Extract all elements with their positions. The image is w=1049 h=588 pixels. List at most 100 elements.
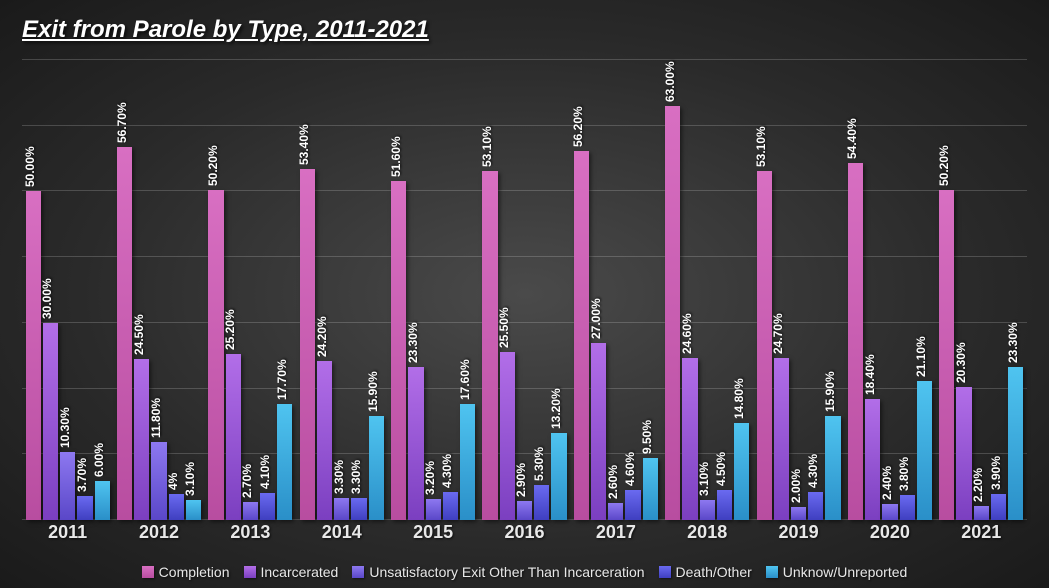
bar-value-label: 4.60% (623, 452, 637, 486)
bar-value-label: 56.20% (571, 106, 585, 147)
bar-value-label: 56.70% (115, 103, 129, 144)
bar-value-label: 23.30% (1006, 322, 1020, 363)
bar: 3.80% (900, 495, 915, 520)
bar-value-label: 18.40% (863, 354, 877, 395)
bar: 3.70% (77, 496, 92, 520)
bar-value-label: 4.50% (714, 452, 728, 486)
x-axis-label: 2016 (479, 522, 570, 550)
bar: 3.30% (351, 498, 366, 520)
bar: 2.60% (608, 503, 623, 520)
bar: 24.20% (317, 361, 332, 520)
bar-value-label: 4.30% (440, 454, 454, 488)
bar-value-label: 3.30% (332, 460, 346, 494)
x-axis-label: 2019 (753, 522, 844, 550)
bar-value-label: 13.20% (549, 389, 563, 430)
x-axis-label: 2011 (22, 522, 113, 550)
bar-value-label: 17.60% (458, 360, 472, 401)
legend-label: Unsatisfactory Exit Other Than Incarcera… (369, 564, 644, 580)
bar: 53.40% (300, 169, 315, 520)
legend-swatch (659, 566, 671, 578)
bar-value-label: 14.80% (732, 378, 746, 419)
bar: 25.50% (500, 352, 515, 520)
bar-value-label: 50.00% (23, 147, 37, 188)
bar-value-label: 2.90% (514, 463, 528, 497)
bar-value-label: 4.10% (258, 455, 272, 489)
legend-item: Unsatisfactory Exit Other Than Incarcera… (352, 564, 644, 580)
bar: 13.20% (551, 433, 566, 520)
x-axis-label: 2017 (570, 522, 661, 550)
x-axis-label: 2013 (205, 522, 296, 550)
bar: 9.50% (643, 458, 658, 520)
legend-label: Death/Other (676, 564, 752, 580)
bar-value-label: 11.80% (149, 398, 163, 438)
bar: 3.10% (700, 500, 715, 520)
bar-value-label: 50.20% (937, 145, 951, 186)
bar-value-label: 3.20% (423, 461, 437, 495)
legend-item: Completion (142, 564, 230, 580)
bar-value-label: 54.40% (845, 118, 859, 159)
bar-value-label: 6.00% (92, 443, 106, 477)
bar-value-label: 9.50% (640, 420, 654, 454)
bar: 2.70% (243, 502, 258, 520)
bar: 21.10% (917, 381, 932, 520)
bar: 27.00% (591, 343, 606, 520)
bar: 24.50% (134, 359, 149, 520)
bar: 53.10% (757, 171, 772, 520)
bar-value-label: 53.10% (480, 126, 494, 167)
bar-value-label: 15.90% (823, 371, 837, 412)
x-axis-label: 2012 (113, 522, 204, 550)
bar: 50.00% (26, 191, 41, 520)
bar: 6.00% (95, 481, 110, 520)
bar: 53.10% (482, 171, 497, 520)
bar-value-label: 3.10% (697, 462, 711, 496)
bar: 24.70% (774, 358, 789, 520)
bar: 3.20% (426, 499, 441, 520)
legend-swatch (766, 566, 778, 578)
chart-x-axis: 2011201220132014201520162017201820192020… (22, 522, 1027, 550)
legend-label: Completion (159, 564, 230, 580)
legend-swatch (142, 566, 154, 578)
bar: 2.40% (882, 504, 897, 520)
bar: 11.80% (151, 442, 166, 520)
bar: 17.70% (277, 404, 292, 520)
bar-value-label: 4.30% (806, 454, 820, 488)
bar-value-label: 15.90% (366, 371, 380, 412)
bar-value-label: 4% (166, 472, 180, 489)
x-axis-label: 2021 (936, 522, 1027, 550)
bar: 4.10% (260, 493, 275, 520)
legend-item: Incarcerated (244, 564, 339, 580)
bar-group: 50.20%20.30%2.20%3.90%23.30% (936, 60, 1027, 520)
bar: 3.90% (991, 494, 1006, 520)
bar-group: 56.70%24.50%11.80%4%3.10% (113, 60, 204, 520)
bar: 51.60% (391, 181, 406, 520)
bar-value-label: 20.30% (954, 342, 968, 383)
bar-value-label: 10.30% (58, 408, 72, 449)
bar-value-label: 51.60% (389, 136, 403, 177)
bar-group: 56.20%27.00%2.60%4.60%9.50% (570, 60, 661, 520)
legend-label: Incarcerated (261, 564, 339, 580)
legend-swatch (244, 566, 256, 578)
chart-title: Exit from Parole by Type, 2011-2021 (22, 16, 429, 44)
bar: 50.20% (208, 190, 223, 520)
bar: 4.50% (717, 490, 732, 520)
bar: 3.10% (186, 500, 201, 520)
x-axis-label: 2015 (387, 522, 478, 550)
bar: 4% (169, 494, 184, 520)
bar-value-label: 3.10% (183, 462, 197, 496)
bar-value-label: 2.00% (789, 469, 803, 503)
bar: 20.30% (956, 387, 971, 520)
bar-value-label: 63.00% (663, 61, 677, 102)
bar: 10.30% (60, 452, 75, 520)
bar: 14.80% (734, 423, 749, 520)
bar-value-label: 53.10% (754, 126, 768, 167)
bar-value-label: 24.20% (315, 316, 329, 357)
bar: 4.30% (808, 492, 823, 520)
chart-plot-area: 50.00%30.00%10.30%3.70%6.00%56.70%24.50%… (22, 60, 1027, 520)
bar: 2.20% (974, 506, 989, 520)
bar-group: 53.40%24.20%3.30%3.30%15.90% (296, 60, 387, 520)
bar: 24.60% (682, 358, 697, 520)
bar: 15.90% (369, 416, 384, 520)
bar: 56.20% (574, 151, 589, 520)
bar: 5.30% (534, 485, 549, 520)
bar-value-label: 53.40% (297, 124, 311, 165)
